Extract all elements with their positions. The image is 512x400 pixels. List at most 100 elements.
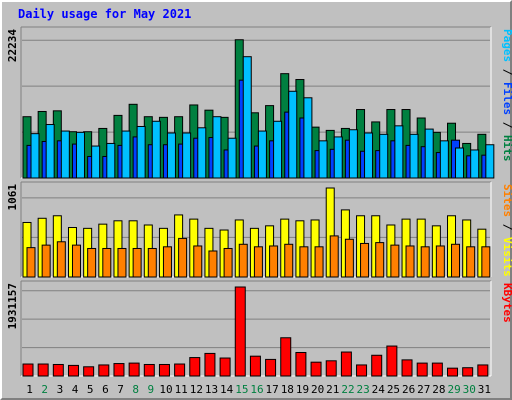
x-tick-label: 9	[148, 383, 155, 396]
kbytes-kbytes-bar	[477, 364, 489, 377]
kbytes-kbytes-bar	[295, 351, 307, 377]
x-tick-label: 2	[41, 383, 48, 396]
visits-sites-sites-bar	[117, 247, 127, 278]
kbytes-kbytes-bar	[386, 345, 398, 377]
visits-sites-sites-bar	[132, 247, 142, 278]
hits-files-pages-pages-bar	[197, 127, 207, 179]
hits-files-pages-pages-bar	[318, 140, 328, 179]
visits-sites-sites-bar	[253, 246, 263, 278]
visits-sites-sites-bar	[208, 250, 218, 278]
legend-sites: Sites	[501, 184, 512, 217]
x-tick-label: 8	[132, 383, 139, 396]
x-tick-label: 31	[478, 383, 491, 396]
hits-files-pages-pages-bar	[212, 116, 222, 179]
kbytes-kbytes-bar	[98, 364, 110, 377]
hits-files-pages-pages-bar	[288, 90, 298, 179]
hits-files-pages-pages-bar	[409, 133, 419, 179]
kbytes-kbytes-bar	[447, 367, 459, 377]
kbytes-kbytes-bar	[325, 360, 337, 377]
visits-sites-sites-bar	[420, 246, 430, 278]
hits-files-pages-pages-bar	[182, 132, 192, 179]
x-tick-label: 13	[205, 383, 218, 396]
x-tick-label: 30	[463, 383, 476, 396]
visits-sites-sites-bar	[223, 247, 233, 278]
kbytes-kbytes-bar	[67, 364, 79, 377]
visits-sites-sites-bar	[56, 241, 66, 278]
kbytes-kbytes-bar	[204, 352, 216, 377]
visits-sites-sites-bar	[466, 246, 476, 278]
visits-sites-sites-bar	[102, 247, 112, 278]
visits-sites-sites-bar	[147, 247, 157, 278]
x-tick-label: 16	[250, 383, 263, 396]
hits-files-pages-legend: Pages / Files / Hits	[501, 29, 512, 162]
kbytes-kbytes-bar	[158, 363, 170, 377]
x-tick-label: 29	[447, 383, 460, 396]
visits-sites-sites-bar	[284, 243, 294, 278]
visits-sites-sites-bar	[26, 247, 36, 278]
visits-sites-sites-bar	[162, 246, 172, 278]
hits-files-pages-pages-bar	[485, 144, 495, 179]
x-tick-label: 11	[175, 383, 188, 396]
kbytes-kbytes-bar	[113, 363, 125, 377]
hits-files-pages-pages-bar	[166, 132, 176, 179]
hits-files-pages-pages-bar	[257, 130, 267, 179]
kbytes-kbytes-bar	[189, 357, 201, 377]
kbytes-kbytes-bar	[310, 361, 322, 377]
legend-hits: Hits	[501, 135, 512, 162]
kbytes-kbytes-bar	[52, 363, 64, 377]
kbytes-kbytes-bar	[37, 363, 49, 377]
kbytes-kbytes-bar	[143, 363, 155, 377]
kbytes-kbytes-bar	[462, 367, 474, 377]
hits-files-pages-pages-bar	[470, 149, 480, 179]
visits-sites-sites-bar	[329, 235, 339, 278]
x-tick-label: 21	[326, 383, 339, 396]
x-tick-label: 10	[159, 383, 172, 396]
x-tick-label: 12	[190, 383, 203, 396]
hits-files-pages-pages-bar	[348, 129, 358, 179]
hits-files-pages-pages-bar	[121, 130, 131, 179]
visits-sites-sites-bar	[405, 245, 415, 278]
hits-files-pages-pages-bar	[439, 140, 449, 179]
x-tick-label: 15	[235, 383, 248, 396]
hits-files-pages-pages-bar	[136, 125, 146, 179]
kbytes-kbytes-bar	[234, 286, 246, 377]
kbytes-kbytes-bar	[249, 355, 261, 377]
legend-pages: Pages	[501, 29, 512, 62]
hits-files-pages-pages-bar	[394, 125, 404, 179]
kbytes-y-max-label: 1931157	[6, 283, 19, 329]
kbytes-kbytes-bar	[371, 354, 383, 377]
hits-files-pages-pages-bar	[303, 97, 313, 179]
x-tick-label: 22	[341, 383, 354, 396]
visits-sites-sites-bar	[375, 242, 385, 278]
x-tick-label: 24	[372, 383, 386, 396]
chart-title: Daily usage for May 2021	[18, 7, 192, 21]
hits-files-pages-pages-bar	[227, 137, 237, 179]
kbytes-kbytes-bar	[174, 363, 186, 377]
visits-sites-sites-bar	[41, 244, 51, 278]
visits-sites-sites-bar	[238, 243, 248, 278]
kbytes-kbytes-bar	[280, 337, 292, 377]
hits-files-pages-pages-bar	[273, 120, 283, 179]
kbytes-kbytes-bar	[128, 362, 140, 377]
hits-files-pages-pages-bar	[424, 128, 434, 179]
x-tick-label: 20	[311, 383, 324, 396]
visits-sites-y-max-label: 1061	[6, 184, 19, 211]
visits-sites-legend: Sites / Visits	[501, 184, 512, 277]
x-tick-label: 18	[281, 383, 294, 396]
visits-sites-sites-bar	[87, 247, 97, 278]
x-tick-label: 14	[220, 383, 234, 396]
visits-sites-sites-bar	[435, 245, 445, 278]
visits-sites-sites-bar	[269, 245, 279, 278]
legend-separator: /	[501, 62, 512, 82]
hits-files-pages-pages-bar	[106, 142, 116, 179]
kbytes-kbytes-bar	[401, 359, 413, 377]
visits-sites-sites-bar	[299, 246, 309, 278]
x-tick-label: 6	[102, 383, 109, 396]
hits-files-pages-pages-bar	[242, 56, 252, 179]
kbytes-kbytes-bar	[83, 366, 95, 377]
legend-visits: Visits	[501, 237, 512, 277]
visits-sites-sites-bar	[314, 246, 324, 278]
hits-files-pages-pages-bar	[91, 145, 101, 179]
hits-files-pages-pages-bar	[151, 120, 161, 179]
legend-separator: /	[501, 217, 512, 237]
